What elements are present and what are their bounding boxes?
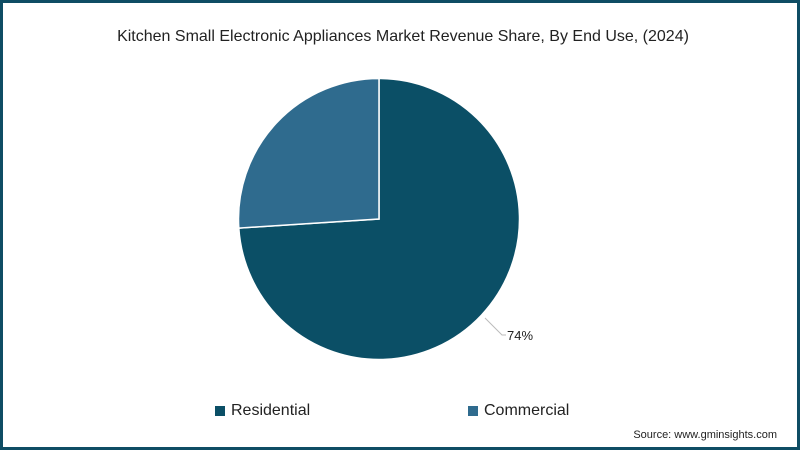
legend-label-residential: Residential — [231, 402, 311, 419]
legend-label-commercial: Commercial — [484, 402, 570, 419]
leader-line — [484, 317, 506, 336]
slice-label-residential: 74% — [507, 328, 533, 343]
legend-item-commercial[interactable]: Commercial — [468, 402, 569, 420]
slice-commercial[interactable] — [237, 77, 380, 229]
source-note: Source: www.gminsights.com — [633, 429, 777, 441]
chart-title: Kitchen Small Electronic Appliances Mark… — [117, 28, 689, 45]
legend-swatch-residential — [215, 406, 225, 416]
legend-swatch-commercial — [468, 406, 478, 416]
legend-item-residential[interactable]: Residential — [215, 402, 310, 420]
pie-chart: 74% — [237, 77, 533, 361]
